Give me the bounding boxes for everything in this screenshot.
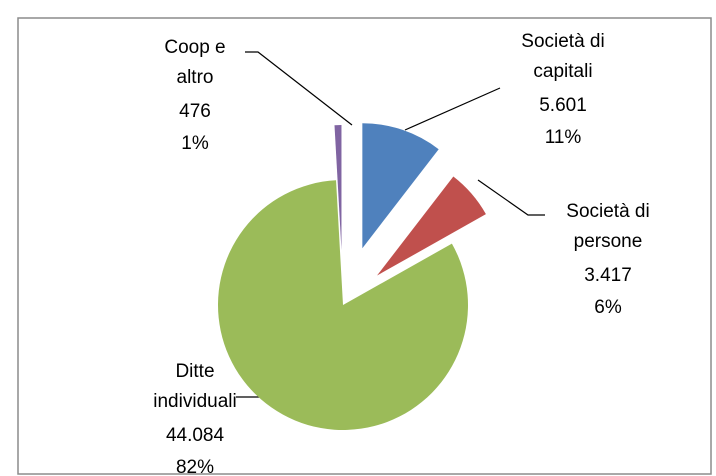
- percent-label: 6%: [594, 297, 622, 318]
- slice-label: capitali: [533, 61, 592, 82]
- slice-label: Società di: [566, 201, 649, 222]
- pie-slice: [377, 176, 486, 276]
- percent-label: 11%: [545, 127, 582, 148]
- slice-label: individuali: [153, 391, 236, 412]
- slice-label: Società di: [521, 31, 604, 52]
- pie-slice: [334, 125, 342, 251]
- pie-slice: [218, 180, 469, 430]
- leader-line: [245, 51, 353, 126]
- slice-label: Coop e: [164, 37, 225, 58]
- value-label: 476: [179, 101, 211, 122]
- slice-label: persone: [574, 231, 643, 252]
- percent-label: 1%: [181, 133, 209, 154]
- pie-slice: [362, 123, 439, 249]
- leader-line: [404, 87, 501, 131]
- value-label: 3.417: [584, 265, 632, 286]
- value-label: 5.601: [539, 95, 587, 116]
- leader-line: [477, 179, 545, 216]
- slice-label: Ditte: [175, 361, 214, 382]
- value-label: 44.084: [166, 425, 225, 446]
- percent-label: 82%: [176, 457, 214, 476]
- slice-label: altro: [177, 67, 214, 88]
